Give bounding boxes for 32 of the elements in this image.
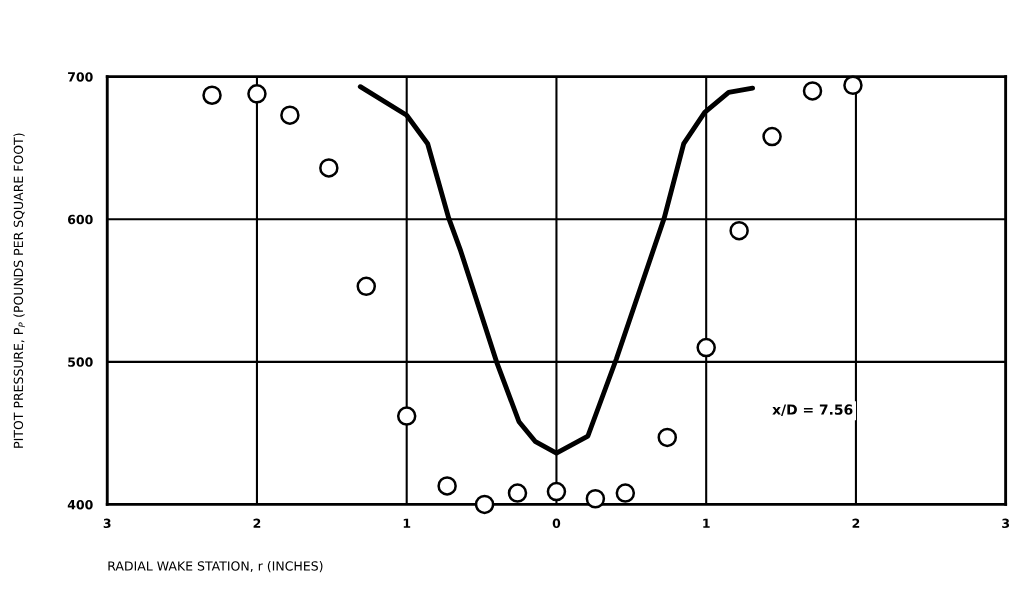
y-tick-label: 400	[67, 499, 93, 510]
x-tick-label: 0	[552, 518, 561, 529]
x-axis-title: RADIAL WAKE STATION, r (INCHES)	[108, 561, 323, 573]
point	[247, 84, 267, 104]
point	[802, 81, 823, 101]
point	[280, 105, 300, 125]
point	[696, 337, 716, 358]
point	[729, 220, 749, 241]
point	[202, 85, 222, 105]
point	[474, 494, 495, 515]
point	[585, 488, 606, 509]
point	[507, 483, 528, 503]
point	[657, 427, 678, 448]
x-tick-label: 2	[852, 518, 860, 528]
y-tick-label: 600	[68, 214, 93, 225]
point	[762, 126, 782, 147]
point	[356, 276, 377, 297]
y-axis-title: PITOT PRESSURE, P$_{P}$ (POUNDS PER SQUARE FOOT)	[13, 133, 25, 448]
x-tick-label: 3	[1002, 518, 1010, 529]
point	[843, 75, 863, 96]
point	[615, 483, 636, 503]
y-tick-label: 500	[68, 357, 93, 367]
x-tick-label: 1	[703, 518, 710, 528]
point	[437, 476, 457, 496]
annotation: x/D = 7.56	[772, 404, 853, 416]
x-tick-label: 2	[253, 518, 261, 528]
point	[396, 406, 417, 426]
y-tick-label: 700	[68, 72, 93, 82]
point	[319, 158, 339, 178]
x-tick-label: 3	[103, 518, 111, 529]
point	[546, 481, 567, 502]
x-tick-label: 1	[403, 518, 411, 528]
